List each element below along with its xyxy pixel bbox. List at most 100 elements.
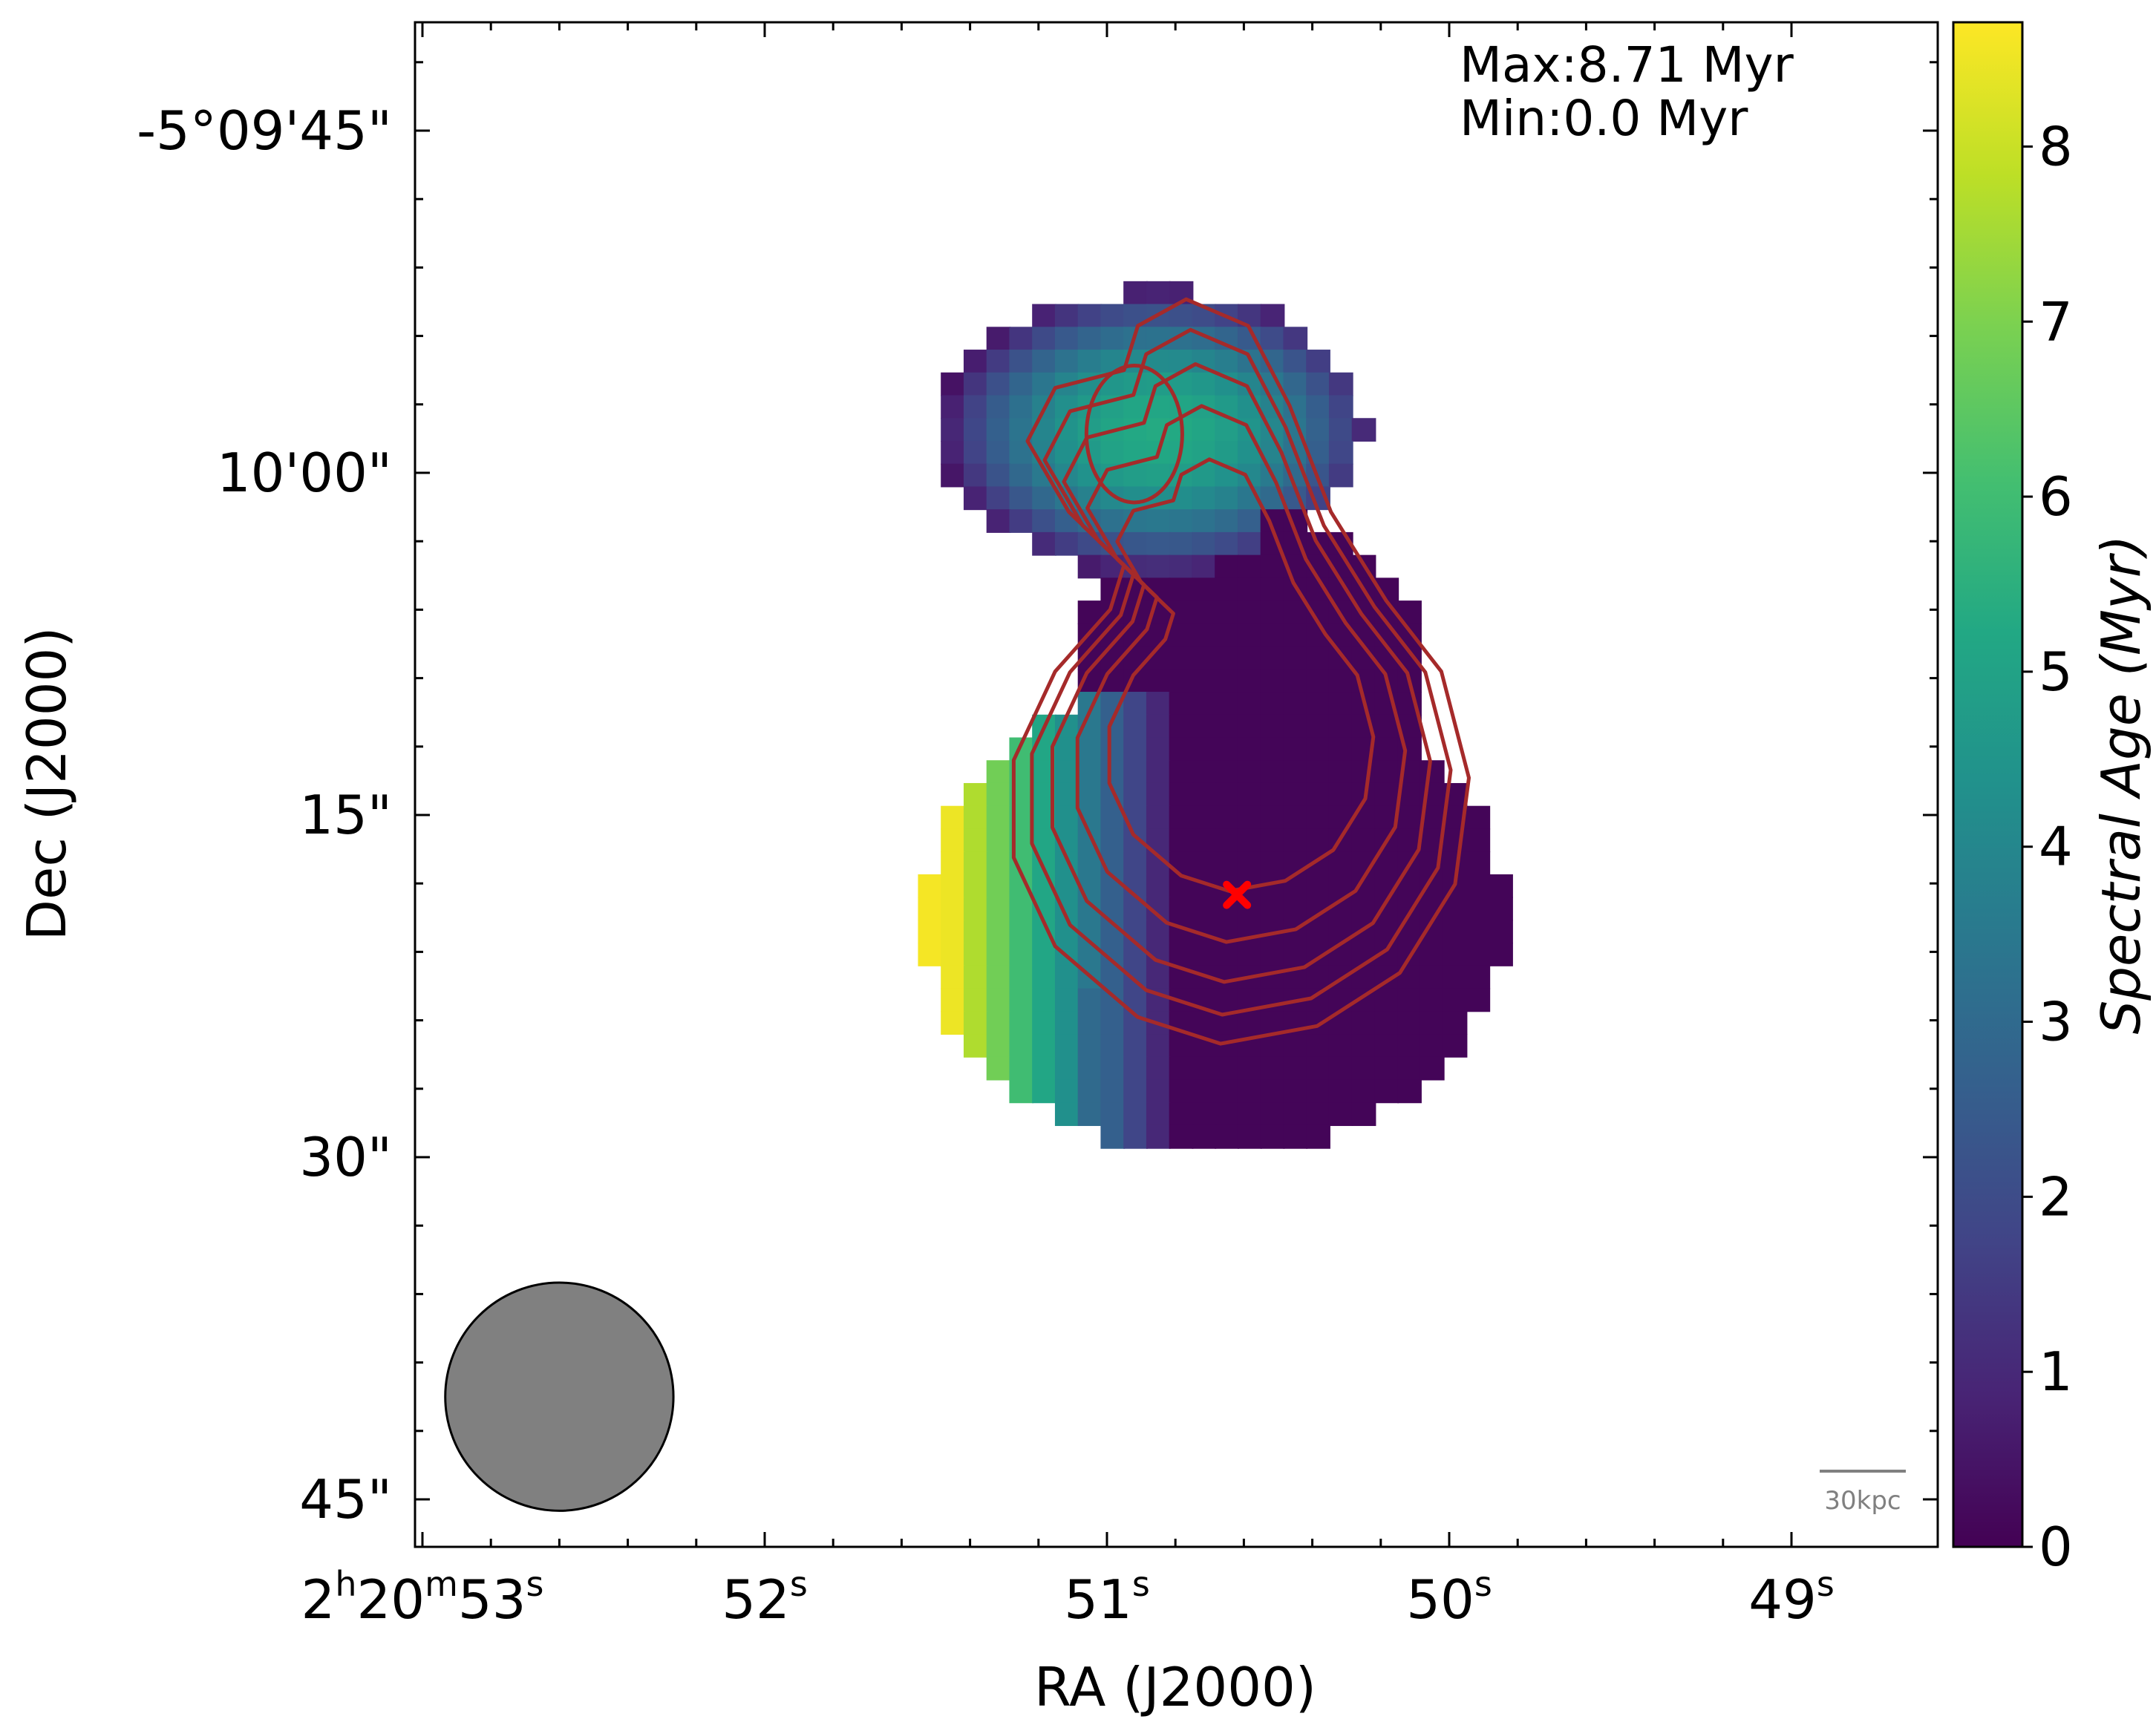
scale-bar-label: 30kpc — [1824, 1486, 1901, 1516]
age-pixel — [1397, 1011, 1422, 1035]
age-pixel — [1328, 943, 1353, 966]
age-pixel — [1192, 828, 1217, 853]
age-pixel — [986, 1034, 1011, 1058]
age-pixel — [1123, 965, 1148, 989]
x-tick-label: 51s — [1064, 1564, 1150, 1631]
age-pixel — [1328, 692, 1353, 716]
age-pixel — [963, 828, 988, 853]
age-pixel — [1260, 714, 1285, 739]
age-pixel — [1169, 1125, 1194, 1149]
age-pixel — [1192, 372, 1217, 396]
age-pixel — [1100, 988, 1126, 1012]
age-pixel — [1443, 943, 1468, 966]
age-pixel — [963, 851, 988, 875]
age-pixel — [1077, 737, 1102, 762]
age-pixel — [1077, 1102, 1102, 1126]
age-pixel — [1077, 350, 1102, 373]
age-pixel — [1009, 1079, 1034, 1104]
age-pixel — [1374, 1056, 1399, 1081]
y-tick-label: 30" — [299, 1126, 392, 1188]
age-pixel — [1283, 692, 1308, 716]
core-marker — [1223, 880, 1252, 909]
age-pixel — [1215, 760, 1239, 784]
age-pixel — [963, 988, 988, 1012]
age-pixel — [1215, 737, 1239, 762]
age-pixel — [1009, 943, 1034, 966]
age-pixel — [986, 897, 1011, 921]
age-pixel — [1215, 692, 1239, 716]
age-pixel — [941, 1011, 965, 1035]
age-pixel — [1146, 1125, 1171, 1149]
age-pixel — [1215, 782, 1239, 807]
age-pixel — [963, 782, 988, 807]
age-pixel — [1237, 1056, 1262, 1081]
age-pixel — [1054, 1079, 1079, 1104]
age-pixel — [986, 988, 1011, 1012]
age-pixel — [1192, 782, 1217, 807]
age-pixel — [1397, 1034, 1422, 1058]
age-pixel — [1146, 692, 1171, 716]
age-pixel — [1146, 281, 1171, 305]
age-pixel — [1215, 851, 1239, 875]
age-pixel — [941, 463, 965, 488]
age-pixel — [1237, 760, 1262, 784]
colorbar-tick-label: 2 — [2039, 1165, 2073, 1228]
age-pixel — [1054, 327, 1079, 351]
age-pixel — [1215, 1102, 1239, 1126]
age-pixel — [1328, 440, 1353, 465]
age-pixel — [1466, 805, 1491, 830]
age-pixel — [1100, 509, 1126, 533]
plot-area: 30kpc Max:8.71 Myr Min:0.0 Myr 2h20m53s 5… — [137, 21, 1939, 1631]
age-pixel — [986, 395, 1011, 419]
age-pixel — [1351, 1011, 1376, 1035]
age-pixel — [1100, 828, 1126, 853]
age-pixel — [1146, 737, 1171, 762]
age-pixel — [1009, 350, 1034, 373]
age-pixel — [1420, 1056, 1445, 1081]
age-pixel — [1215, 943, 1239, 966]
age-pixel — [963, 943, 988, 966]
age-pixel — [1374, 1011, 1399, 1035]
age-pixel — [1215, 669, 1239, 693]
age-pixel — [1466, 920, 1491, 944]
y-tick-label: 10'00" — [217, 442, 392, 504]
age-pixel — [1306, 692, 1330, 716]
age-pixel — [1054, 760, 1079, 784]
age-pixel — [1123, 828, 1148, 853]
age-pixel — [986, 1011, 1011, 1035]
age-pixel — [1077, 1079, 1102, 1104]
age-pixel — [918, 874, 943, 898]
colorbar-label: Spectral Age (Myr) — [2090, 535, 2152, 1035]
age-pixel — [1169, 577, 1194, 602]
age-pixel — [1192, 851, 1217, 875]
age-pixel — [1169, 1079, 1194, 1104]
colorbar-tick-label: 0 — [2039, 1516, 2073, 1578]
age-pixel — [1215, 988, 1239, 1012]
age-pixel — [1054, 531, 1079, 556]
age-pixel — [1237, 509, 1262, 533]
age-pixel — [1192, 623, 1217, 647]
y-axis-label: Dec (J2000) — [16, 627, 78, 941]
age-pixel — [1328, 1034, 1353, 1058]
age-pixel — [1146, 1079, 1171, 1104]
age-pixel — [1215, 350, 1239, 373]
age-pixel — [986, 805, 1011, 830]
age-pixel — [1260, 646, 1285, 670]
age-pixel — [1009, 1056, 1034, 1081]
age-pixel — [1192, 418, 1217, 442]
age-pixel — [1192, 1125, 1217, 1149]
age-pixel — [963, 920, 988, 944]
age-pixel — [986, 851, 1011, 875]
age-pixel — [1169, 1056, 1194, 1081]
age-pixel — [1032, 304, 1056, 328]
colorbar: 0 1 2 3 4 5 6 7 8 Spectral Age (Myr) — [1952, 21, 2152, 1578]
age-pixel — [1420, 760, 1445, 784]
x-axis-ticks: 2h20m53s 52s 51s 50s 49s — [301, 22, 1835, 1631]
beam-ellipse — [444, 1281, 675, 1512]
age-pixel — [986, 509, 1011, 533]
x-tick-label: 50s — [1406, 1564, 1492, 1631]
age-pixel — [1489, 943, 1513, 966]
age-pixel — [1306, 1079, 1330, 1104]
age-pixel — [1306, 395, 1330, 419]
age-pixel — [1215, 440, 1239, 465]
